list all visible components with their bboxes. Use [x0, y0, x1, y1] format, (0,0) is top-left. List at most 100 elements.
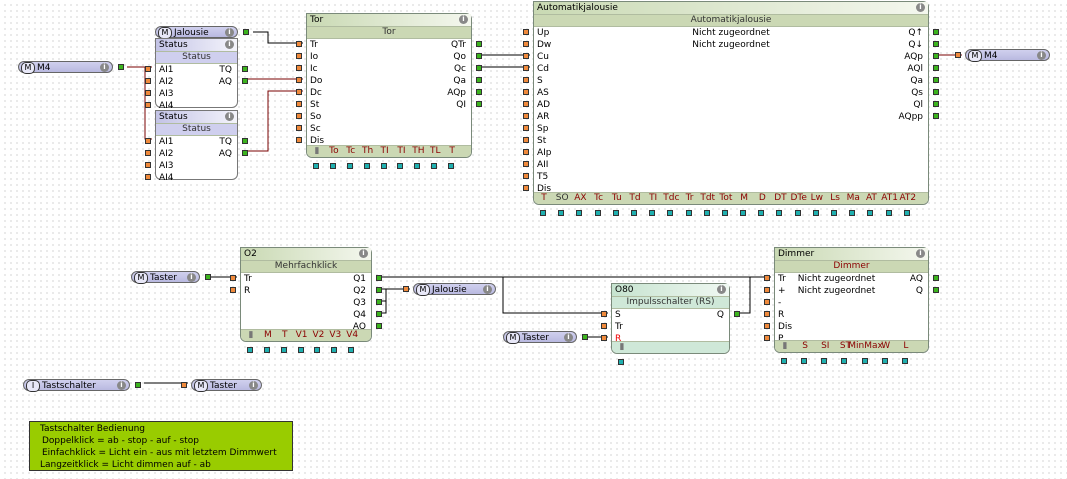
parameter-connector[interactable] — [630, 210, 637, 216]
mehrfachklick-block[interactable]: O2 i Mehrfachklick Tr R Q1 Q2 Q3 Q4 AQ ▮ M T V1 V2 V3 V4 — [240, 247, 372, 342]
parameter-connector[interactable] — [703, 210, 710, 216]
parameter-connector[interactable] — [801, 358, 808, 364]
input-connector-Dis[interactable] — [764, 323, 770, 329]
parameter-connector[interactable] — [776, 210, 783, 216]
info-icon[interactable]: i — [359, 249, 368, 258]
parameter-connector[interactable] — [263, 347, 270, 353]
parameter-connector[interactable] — [397, 163, 404, 169]
parameter-connector[interactable] — [363, 163, 370, 169]
ref-taster-1[interactable]: M Taster i — [131, 271, 200, 284]
input-connector-S[interactable] — [601, 311, 607, 317]
input-connector-Dis[interactable] — [296, 137, 302, 143]
impulsschalter-block[interactable]: O80 i Impulsschalter (RS) S Tr R Q ▮ — [611, 283, 730, 354]
parameter-connector[interactable] — [685, 210, 692, 216]
input-connector-Ic[interactable] — [296, 65, 302, 71]
output-connector-Q↓[interactable] — [933, 41, 939, 47]
lock-icon[interactable]: ▮ — [248, 330, 254, 340]
input-connector--[interactable] — [764, 299, 770, 305]
input-connector-R[interactable] — [764, 311, 770, 317]
input-connector-AI1[interactable] — [145, 66, 151, 72]
output-connector-AQ[interactable] — [376, 323, 382, 329]
parameter-connector[interactable] — [841, 358, 848, 364]
input-connector-AI2[interactable] — [145, 78, 151, 84]
input-connector-AI4[interactable] — [145, 174, 151, 180]
parameter-connector[interactable] — [540, 210, 546, 216]
output-connector-Q3[interactable] — [376, 299, 382, 305]
info-icon[interactable]: i — [249, 381, 258, 390]
input-connector-P[interactable] — [764, 335, 770, 341]
output-connector-Qa[interactable] — [476, 77, 482, 83]
comment-box[interactable]: Tastschalter Bedienung Doppelklick = ab … — [29, 421, 293, 471]
parameter-connector[interactable] — [758, 210, 765, 216]
parameter-connector[interactable] — [247, 347, 253, 353]
output-connector-AQpp[interactable] — [933, 113, 939, 119]
info-icon[interactable]: i — [187, 273, 196, 282]
parameter-connector[interactable] — [618, 359, 624, 365]
parameter-connector[interactable] — [901, 358, 908, 364]
input-connector-R[interactable] — [601, 335, 607, 341]
parameter-connector[interactable] — [314, 347, 321, 353]
output-connector[interactable] — [243, 29, 249, 35]
input-connector-AIp[interactable] — [523, 149, 529, 155]
parameter-connector[interactable] — [721, 210, 728, 216]
output-connector-TQ[interactable] — [242, 138, 248, 144]
input-connector-Dc[interactable] — [296, 89, 302, 95]
parameter-connector[interactable] — [821, 358, 828, 364]
parameter-connector[interactable] — [885, 210, 892, 216]
parameter-connector[interactable] — [849, 210, 856, 216]
output-connector-AQp[interactable] — [476, 89, 482, 95]
output-connector-Q[interactable] — [734, 311, 740, 317]
parameter-connector[interactable] — [649, 210, 656, 216]
input-connector-AR[interactable] — [523, 113, 529, 119]
parameter-connector[interactable] — [861, 358, 868, 364]
output-connector-Q2[interactable] — [376, 287, 382, 293]
input-connector[interactable] — [181, 382, 187, 388]
wire[interactable] — [502, 277, 608, 314]
output-connector-Qa[interactable] — [933, 77, 939, 83]
input-connector-R[interactable] — [230, 287, 236, 293]
input-connector[interactable] — [403, 286, 409, 292]
parameter-connector[interactable] — [329, 163, 336, 169]
parameter-connector[interactable] — [867, 210, 874, 216]
input-connector-T5[interactable] — [523, 173, 529, 179]
input-connector-AI3[interactable] — [145, 90, 151, 96]
output-connector[interactable] — [118, 64, 124, 70]
input-connector-Sp[interactable] — [523, 125, 529, 131]
output-connector-TQ[interactable] — [242, 66, 248, 72]
output-connector-AQ[interactable] — [933, 275, 939, 281]
ref-taster-3[interactable]: M Taster i — [191, 379, 262, 392]
tor-block[interactable]: Tor i Tor Tr Io Ic Do Dc St So Sc Dis QTr Qo Qc Qa AQp QI… — [306, 13, 472, 158]
output-connector-AQp[interactable] — [933, 53, 939, 59]
status-1-block[interactable]: Status i Status AI1 AI2 AI3 AI4 TQ AQ — [155, 38, 238, 111]
input-connector-AS[interactable] — [523, 89, 529, 95]
lock-icon[interactable]: ▮ — [314, 146, 320, 156]
parameter-connector[interactable] — [831, 210, 838, 216]
lock-icon[interactable]: ▮ — [619, 342, 625, 352]
info-icon[interactable]: i — [916, 249, 925, 258]
input-connector-Dw[interactable] — [523, 41, 529, 47]
info-icon[interactable]: i — [564, 333, 573, 342]
parameter-connector[interactable] — [667, 210, 674, 216]
output-connector[interactable] — [135, 382, 141, 388]
parameter-connector[interactable] — [380, 163, 387, 169]
dimmer-block[interactable]: Dimmer i Dimmer Tr + - R Dis P AQ Q Nicht zugeordne… — [774, 247, 929, 353]
info-icon[interactable]: i — [459, 15, 468, 24]
info-icon[interactable]: i — [225, 28, 234, 37]
input-connector-Tr[interactable] — [601, 323, 607, 329]
parameter-connector[interactable] — [348, 347, 355, 353]
parameter-connector[interactable] — [331, 347, 338, 353]
input-connector-So[interactable] — [296, 113, 302, 119]
parameter-connector[interactable] — [297, 347, 304, 353]
output-connector-Q4[interactable] — [376, 311, 382, 317]
ref-jalousie-bottom[interactable]: M Jalousie i — [413, 283, 496, 296]
info-icon[interactable]: i — [916, 3, 925, 12]
input-connector-Dis[interactable] — [523, 185, 529, 191]
wire[interactable] — [244, 90, 303, 152]
status-2-block[interactable]: Status i Status AI1 AI2 AI3 AI4 TQ AQ — [155, 110, 238, 183]
input-connector-Tr[interactable] — [230, 275, 236, 281]
output-connector-AQl[interactable] — [933, 65, 939, 71]
input-connector-St[interactable] — [523, 137, 529, 143]
ref-taster-2[interactable]: M Taster i — [503, 331, 577, 344]
input-connector-AD[interactable] — [523, 101, 529, 107]
input-connector-St[interactable] — [296, 101, 302, 107]
